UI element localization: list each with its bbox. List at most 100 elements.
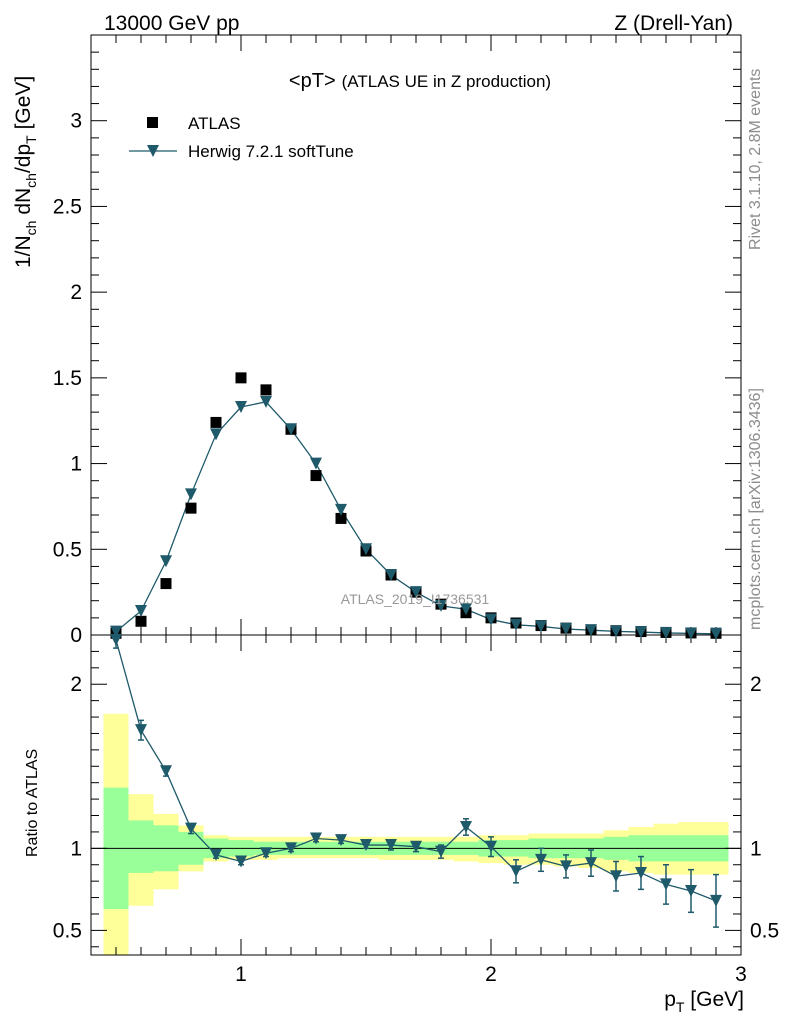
ratio-point: [235, 855, 247, 868]
ratio-y-tick-label: 2: [70, 673, 82, 696]
mc-point: [435, 599, 447, 612]
y-title-sub: T: [23, 135, 39, 144]
chart-marks: [110, 372, 722, 928]
ratio-point: [210, 848, 222, 861]
ratio-point: [585, 857, 597, 870]
y-tick-label: 1.5: [53, 367, 82, 390]
atlas-point: [185, 502, 197, 514]
header-right: Z (Drell-Yan): [614, 12, 733, 35]
y-title-sub: ch: [23, 221, 39, 236]
ratio-point: [160, 765, 172, 778]
legend-data-marker: [147, 117, 158, 128]
x-axis-title: pT [GeV]: [664, 988, 744, 1015]
x-title-sub: T: [676, 999, 685, 1015]
ratio-point: [710, 894, 722, 907]
y-tick-label: 1: [70, 453, 82, 476]
plot-title-sub: (ATLAS UE in Z production): [342, 72, 551, 91]
ratio-bands: [91, 713, 741, 955]
mc-point: [260, 395, 272, 408]
mc-point: [635, 626, 647, 639]
mcplots-label: mcplots.cern.ch [arXiv:1306.3436]: [747, 388, 764, 630]
band-1sigma-bin: [128, 820, 154, 873]
plot-title-main: <pT>: [289, 70, 336, 92]
mc-point: [235, 401, 247, 413]
x-title-part: [GeV]: [684, 988, 744, 1011]
mc-point: [535, 620, 547, 633]
y-tick-label: 3: [70, 110, 82, 133]
y-tick-label: 0.5: [53, 538, 82, 561]
ratio-point: [335, 834, 347, 847]
ratio-y-tick-label: 0.5: [53, 919, 82, 942]
axes: 1 2 300.511.522.530.5 0.51 12 2: [53, 34, 779, 986]
mc-point: [485, 613, 497, 626]
mc-point: [160, 555, 172, 568]
ratio-point: [560, 860, 572, 873]
y-tick-label: 2.5: [53, 195, 82, 218]
ratio-y-tick-label-right: 1: [750, 837, 762, 860]
y-title-part: /dp: [12, 144, 35, 173]
ratio-point: [510, 865, 522, 878]
ratio-point: [285, 842, 297, 855]
ratio-point: [635, 866, 647, 879]
mc-point: [135, 605, 147, 617]
y-tick-label: 2: [70, 281, 82, 304]
y-axis-title: 1/Nch dNch/dpT [GeV]: [12, 76, 39, 268]
x-title-part: p: [664, 988, 676, 1011]
mc-point: [660, 626, 672, 639]
mc-point: [110, 625, 122, 638]
atlas-point: [235, 372, 247, 384]
atlas-point: [135, 615, 147, 627]
ratio-point: [435, 845, 447, 858]
atlas-point: [210, 416, 222, 428]
ratio-frame: [90, 634, 742, 956]
mc-point: [710, 627, 722, 640]
mc-point: [210, 428, 222, 441]
ratio-point: [535, 853, 547, 866]
mc-point: [560, 623, 572, 635]
x-tick-label: 1: [235, 963, 247, 986]
ratio-panel: [90, 634, 742, 956]
atlas-point: [310, 470, 322, 482]
mc-point: [585, 624, 597, 637]
legend-mc-label: Herwig 7.2.1 softTune: [188, 142, 354, 161]
watermark: ATLAS_2019_I1736531: [341, 591, 490, 607]
y-title-part: [GeV]: [12, 76, 35, 136]
mc-point: [285, 423, 297, 436]
ratio-point: [610, 870, 622, 883]
y-tick-label: 0: [70, 624, 82, 647]
legend: ATLAS Herwig 7.2.1 softTune: [129, 114, 354, 161]
legend-mc-marker: [147, 145, 159, 157]
ratio-point: [260, 847, 272, 860]
header-left: 13000 GeV pp: [104, 12, 239, 35]
ratio-point: [110, 633, 122, 646]
ratio-point: [685, 885, 697, 897]
ratio-point: [485, 840, 497, 853]
atlas-point: [335, 512, 347, 524]
mc-point: [510, 618, 522, 631]
ratio-point: [660, 878, 672, 891]
atlas-point: [260, 384, 272, 396]
mc-point: [410, 586, 422, 599]
mc-point: [610, 625, 622, 638]
ratio-y-axis-title: Ratio to ATLAS: [24, 749, 41, 857]
legend-data-label: ATLAS: [188, 114, 241, 133]
x-tick-label: 2: [485, 963, 497, 986]
ratio-point: [460, 821, 472, 833]
mc-point: [360, 543, 372, 556]
ratio-y-tick-label-right: 2: [750, 673, 762, 696]
ratio-point: [385, 839, 397, 852]
mc-point: [685, 627, 697, 640]
x-tick-label: 3: [735, 963, 747, 986]
ratio-point: [360, 839, 372, 852]
mc-point: [335, 503, 347, 516]
ratio-point: [135, 724, 147, 737]
ratio-y-tick-label: 1: [70, 837, 82, 860]
mc-point: [310, 457, 322, 470]
mc-point: [460, 603, 472, 616]
mc-point: [385, 569, 397, 581]
ratio-point: [185, 822, 197, 835]
y-title-part: dN: [12, 188, 35, 221]
atlas-point: [160, 578, 172, 590]
ratio-y-tick-label-right: 0.5: [750, 919, 779, 942]
